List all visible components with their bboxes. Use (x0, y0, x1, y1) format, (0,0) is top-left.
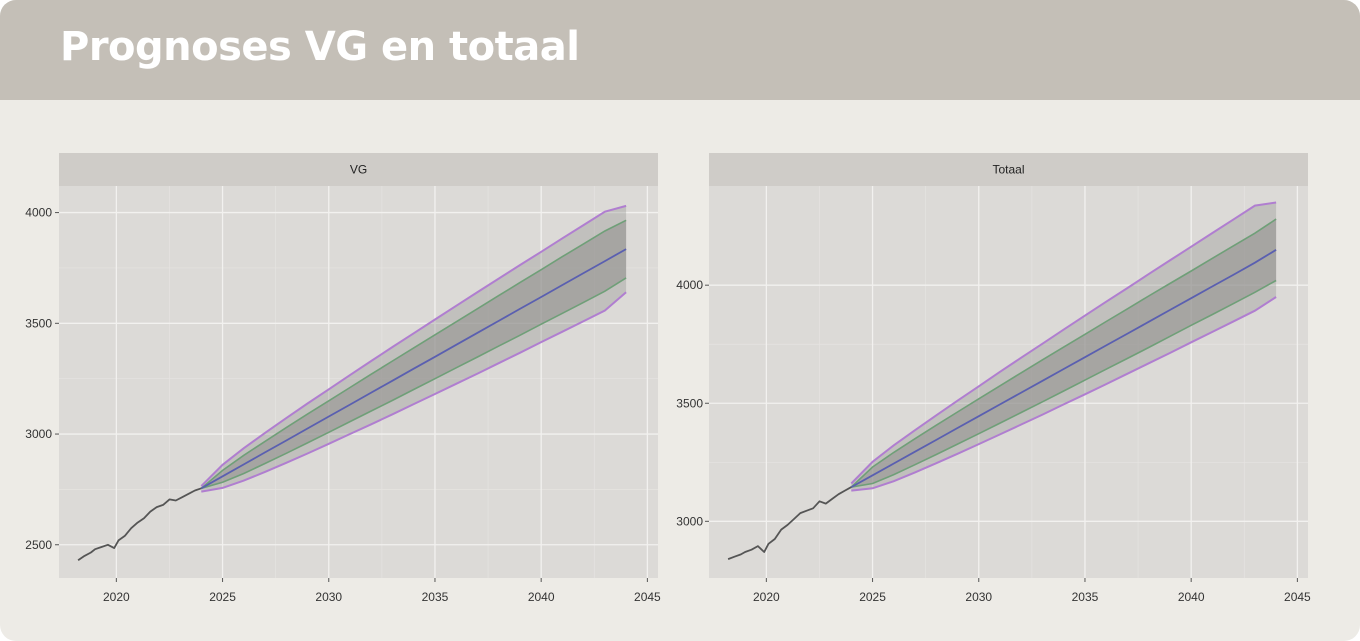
y-tick-label: 3500 (25, 316, 52, 330)
x-tick-label: 2025 (209, 590, 236, 604)
facet-strip-label: Totaal (992, 163, 1024, 177)
upper-80-line (200, 219, 627, 489)
lower-80-line (201, 277, 627, 490)
x-tick-label: 2035 (1072, 590, 1099, 604)
y-tick-label: 3000 (25, 427, 52, 441)
facet-strip-label: VG (350, 163, 367, 177)
chart-panel-totaal: 2020 2025 2030 2035 2040 2045 3000 3500 4000 Tota… (676, 153, 1311, 604)
y-tick-label: 3000 (676, 514, 703, 528)
upper-95-line (200, 204, 627, 487)
y-tick-label: 4000 (676, 278, 703, 292)
facet-strip (709, 153, 1308, 186)
x-tick-label: 2045 (634, 590, 661, 604)
facet-strip (59, 153, 658, 186)
x-tick-label: 2040 (1178, 590, 1205, 604)
x-tick-label: 2025 (859, 590, 886, 604)
band-80-fill (851, 219, 1277, 488)
header-bar: Prognoses VG en totaal (0, 0, 1360, 100)
forecast-mean-line (850, 249, 1277, 488)
lower-95-line (851, 296, 1277, 492)
lower-95-line (201, 291, 627, 493)
y-tick-label: 4000 (25, 206, 52, 220)
upper-95-line (850, 201, 1277, 485)
x-tick-label: 2035 (422, 590, 449, 604)
lower-80-line (851, 279, 1277, 488)
x-tick-label: 2045 (1284, 590, 1311, 604)
x-tick-label: 2030 (965, 590, 992, 604)
history-line (727, 486, 852, 560)
x-tick-label: 2040 (528, 590, 555, 604)
history-line (77, 487, 202, 562)
x-tick-label: 2020 (753, 590, 780, 604)
chart-panel-vg: 2020 2025 2030 2035 2040 2045 2500 3000 3500 4000… (25, 153, 661, 604)
page-title: Prognoses VG en totaal (60, 24, 580, 70)
x-tick-label: 2030 (315, 590, 342, 604)
band-80-fill (201, 220, 627, 489)
y-tick-label: 2500 (25, 538, 52, 552)
x-tick-label: 2020 (103, 590, 130, 604)
forecast-mean-line (200, 248, 627, 490)
upper-80-line (850, 218, 1277, 488)
y-tick-label: 3500 (676, 396, 703, 410)
